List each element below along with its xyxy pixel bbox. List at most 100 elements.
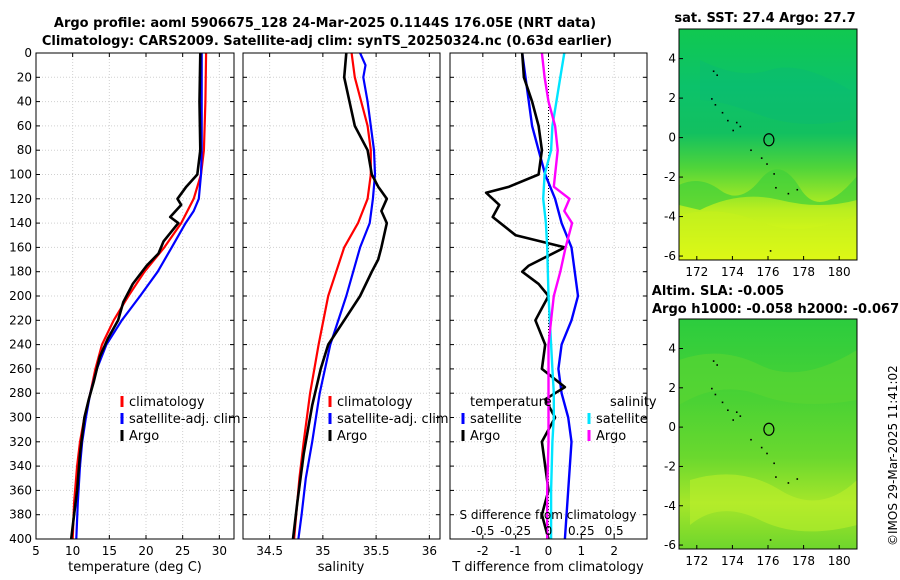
island-dot: [727, 119, 729, 122]
y-tick-label: 160: [9, 240, 32, 254]
difference-legend-temperature-title: temperature: [470, 395, 552, 410]
island-dot: [750, 438, 752, 441]
x-tick-label: 30: [212, 544, 227, 558]
map-y-tick-label: -6: [664, 249, 676, 263]
island-dot: [727, 409, 729, 412]
island-dot: [721, 401, 724, 404]
map-y-tick-label: 4: [668, 52, 676, 66]
island-dot: [787, 192, 790, 195]
map-x-tick-label: 174: [721, 554, 744, 568]
map-x-tick-label: 176: [757, 554, 780, 568]
salinity-frame: [242, 52, 441, 540]
y-tick-label: 300: [9, 411, 32, 425]
difference-top-tick-label: 0.5: [605, 524, 624, 538]
x-tick-label: 35: [315, 544, 330, 558]
x-tick-label: 20: [138, 544, 153, 558]
island-dot: [796, 188, 799, 191]
sla-map-title-line2: Argo h1000: -0.058 h2000: -0.067: [652, 302, 899, 317]
y-tick-label: 200: [9, 289, 32, 303]
map-x-tick-label: 180: [828, 265, 851, 279]
difference-legend-s-argo-label: Argo: [596, 429, 626, 444]
temperature-x-axis-label: temperature (deg C): [68, 560, 202, 575]
temperature-frame: [35, 52, 235, 540]
difference-legend-t-satellite-label: satellite: [470, 412, 522, 427]
difference-panel: -2 -1 0 1 2 temperature salinity satellite Argo s…: [449, 52, 657, 575]
x-tick-label: -2: [477, 544, 489, 558]
temperature-series-argo: [69, 52, 202, 540]
sla-map-texture: [679, 350, 857, 532]
salinity-legend-1-label: satellite-adj. clim: [337, 412, 449, 427]
map-y-tick-label: -6: [664, 538, 676, 552]
y-tick-label: 20: [17, 70, 32, 84]
island-dot: [712, 360, 715, 362]
y-tick-label: 240: [9, 338, 32, 352]
map-y-tick-label: 0: [668, 131, 676, 145]
difference-legend-salinity-title: salinity: [610, 395, 657, 410]
salinity-legend-0-label: climatology: [337, 395, 413, 410]
sla-map-title-line1: Altim. SLA: -0.005: [652, 284, 784, 299]
map-x-tick-label: 178: [792, 265, 815, 279]
sla-map: 172 174 176 178 180 4 2 0 -2 -4 -6: [664, 318, 858, 568]
y-tick-label: 260: [9, 362, 32, 376]
island-dot: [711, 98, 713, 100]
island-dot: [760, 446, 763, 449]
island-dot: [714, 104, 717, 106]
sst-warmest-band: [679, 211, 857, 260]
salinity-legend-2-label: Argo: [337, 429, 367, 444]
island-dot: [760, 157, 763, 159]
map-y-tick-label: -2: [664, 170, 676, 184]
temperature-legend-1-label: satellite-adj. clim: [129, 412, 241, 427]
x-tick-label: 36: [422, 544, 437, 558]
island-dot: [711, 387, 713, 390]
sla-argo-location-marker: [763, 422, 775, 436]
x-tick-label: 34.5: [256, 544, 283, 558]
island-dot: [766, 163, 768, 165]
difference-top-axis-label: S difference from climatology: [460, 508, 637, 522]
island-dot: [796, 478, 799, 480]
island-dot: [766, 452, 768, 455]
x-tick-label: 1: [578, 544, 586, 558]
x-tick-label: 15: [102, 544, 117, 558]
sst-argo-location-marker: [763, 133, 775, 147]
x-tick-label: 0: [545, 544, 553, 558]
y-tick-label: 320: [9, 435, 32, 449]
island-dot: [739, 125, 742, 128]
salinity-x-axis-label: salinity: [318, 560, 365, 575]
map-y-tick-label: -4: [664, 499, 676, 513]
imos-credit: ©IMOS 29-Mar-2025 11:41:02: [886, 365, 900, 546]
map-y-tick-label: 2: [668, 91, 676, 105]
x-tick-label: 35.5: [363, 544, 390, 558]
y-tick-label: 220: [9, 313, 32, 327]
y-tick-label: 380: [9, 508, 32, 522]
map-x-tick-label: 180: [828, 554, 851, 568]
sst-cool-patch: [700, 60, 850, 124]
sst-map-title: sat. SST: 27.4 Argo: 27.7: [674, 11, 855, 26]
island-dot: [773, 462, 775, 465]
sst-map: 172 174 176 178 180 4 2 0 -2 -4 -6: [664, 28, 858, 279]
island-dot: [735, 411, 738, 413]
difference-top-tick-label: -0.5: [471, 524, 494, 538]
map-y-tick-label: 4: [668, 341, 676, 355]
y-tick-label: 80: [17, 143, 32, 157]
y-tick-label: 180: [9, 265, 32, 279]
map-x-tick-label: 174: [721, 265, 744, 279]
figure-title-line1: Argo profile: aoml 5906675_128 24-Mar-20…: [54, 16, 596, 31]
map-x-tick-label: 176: [757, 265, 780, 279]
island-dot: [769, 250, 772, 252]
y-tick-label: 100: [9, 168, 32, 182]
island-dot: [735, 121, 738, 124]
island-dots: [711, 70, 799, 252]
difference-top-tick-label: 0: [545, 524, 553, 538]
figure-title-line2: Climatology: CARS2009. Satellite-adj cli…: [42, 34, 612, 49]
sla-band-1: [679, 350, 857, 405]
salinity-series-satellite-adj-clim: [297, 52, 377, 540]
y-tick-label: 40: [17, 95, 32, 109]
sst-warm-band: [679, 169, 857, 210]
sla-map-axes: 172 174 176 178 180 4 2 0 -2 -4 -6: [664, 341, 851, 568]
y-tick-label: 340: [9, 459, 32, 473]
sst-map-axes: 172 174 176 178 180 4 2 0 -2 -4 -6: [664, 52, 851, 279]
island-dot: [773, 173, 775, 175]
y-tick-label: 0: [24, 46, 32, 60]
x-tick-label: 25: [175, 544, 190, 558]
